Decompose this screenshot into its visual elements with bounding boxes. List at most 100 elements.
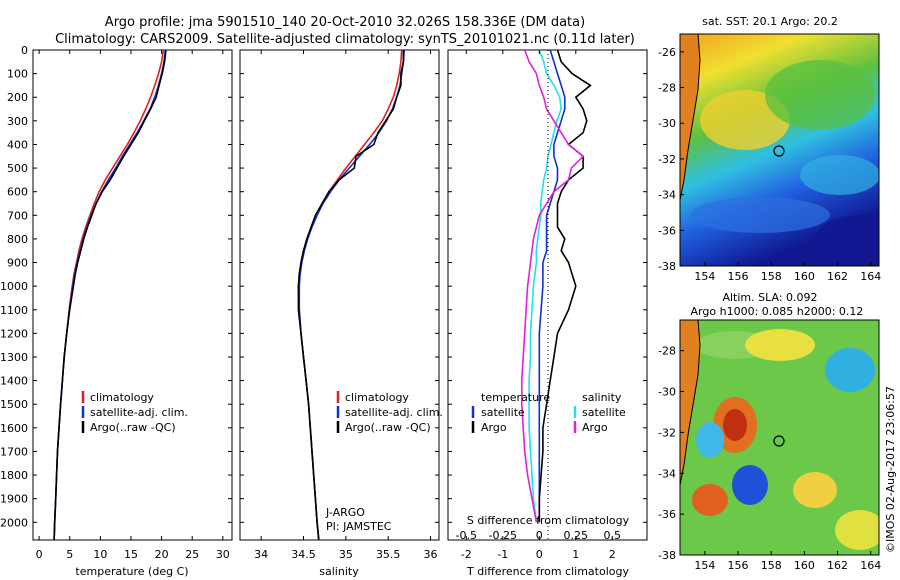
sla-map [680,320,879,555]
sla-high-south [692,484,728,516]
sla-high-core-inner [723,409,747,441]
difference-line-s-argo [520,49,585,523]
sst-map-lon-label: 164 [860,270,881,283]
sla-map-axes: 154 156 158 160 162 164 -28 -30 -32 -34 -36 -38 [658,345,881,572]
sst-map-lon-label: 160 [794,270,815,283]
depth-tick-label: 700 [7,209,28,222]
sla-map-lon-label: 154 [694,559,715,572]
sla-map-lon-label: 164 [860,559,881,572]
sst-map-lon-label: 158 [761,270,782,283]
sla-map-frame [679,319,880,556]
sst-map-lat-label: -30 [658,117,676,130]
data-centre-label: J-ARGO [325,506,365,519]
salinity-series [297,49,406,541]
sst-argo-position [773,145,785,157]
legend-label-t-satellite: satellite [481,406,525,419]
sla-high-east [793,472,837,508]
depth-tick-label: 1100 [0,304,28,317]
sla-warm-north [745,329,815,361]
sla-map-lat-label: -28 [658,345,676,358]
sla-low-west [696,422,724,458]
depth-tick-label: 1900 [0,493,28,506]
temperature-x-tick-label: 20 [155,548,169,561]
legend-label-t-argo: Argo [481,421,507,434]
sla-map-lon-label: 160 [794,559,815,572]
credit-label: ©IMOS 02-Aug-2017 23:06:57 [884,386,897,553]
depth-tick-label: 900 [7,257,28,270]
legend-label-climatology: climatology [345,391,409,404]
s-difference-xlabel: S difference from climatology [467,514,630,527]
temperature-series [53,49,167,541]
t-difference-x-tick-label: 1 [572,548,579,561]
sst-map-title: sat. SST: 20.1 Argo: 20.2 [702,15,838,28]
s-difference-x-tick-label: -0.5 [456,529,477,542]
depth-tick-label: 1400 [0,375,28,388]
sla-map-lat-label: -30 [658,386,676,399]
legend-header-temperature: temperature [481,391,550,404]
title-line-1: Argo profile: jma 5901510_140 20-Oct-201… [105,15,585,30]
temperature-line-argo [53,49,167,541]
salinity-x-tick-label: 35 [339,548,353,561]
salinity-line-satellite [298,49,406,541]
sla-coastline [680,320,701,486]
salinity-line-climatology [297,49,403,541]
sla-map-lat-label: -34 [658,467,676,480]
legend-label-argo: Argo(..raw -QC) [345,421,431,434]
depth-tick-label: 0 [21,44,28,57]
s-difference-x-tick-label: 0.25 [564,529,589,542]
sst-map-lat-label: -36 [658,224,676,237]
depth-tick-label: 1000 [0,280,28,293]
legend-label-argo: Argo(..raw -QC) [90,421,176,434]
sst-map-lat-label: -38 [658,260,676,273]
t-difference-x-tick-label: -1 [497,548,508,561]
sst-cool-eddy [800,155,879,195]
salinity-x-tick-label: 34.5 [291,548,316,561]
sla-map-lon-label: 162 [827,559,848,572]
t-difference-x-tick-label: 2 [609,548,616,561]
legend-label-s-argo: Argo [582,421,608,434]
temperature-x-tick-label: 25 [185,548,199,561]
s-difference-x-tick-label: -0.25 [489,529,517,542]
temperature-x-tick-label: 5 [66,548,73,561]
temperature-x-tick-label: 0 [36,548,43,561]
depth-tick-label: 600 [7,186,28,199]
s-difference-x-tick-label: 0 [536,529,543,542]
depth-tick-label: 1500 [0,398,28,411]
sla-low-center [732,465,768,505]
title-line-2: Climatology: CARS2009. Satellite-adjuste… [55,32,635,47]
difference-series [520,49,592,523]
salinity-x-tick-label: 35.5 [376,548,401,561]
depth-tick-label: 800 [7,233,28,246]
sst-map-frame [679,33,880,267]
sst-coastline [680,34,701,201]
sst-map-lon-label: 156 [728,270,749,283]
temperature-x-tick-label: 10 [93,548,107,561]
temperature-line-satellite [53,49,167,541]
difference-legend: temperature salinity satellite Argo sate… [471,391,626,434]
depth-tick-label: 1700 [0,445,28,458]
depth-tick-label: 1800 [0,469,28,482]
sla-map-title: Altim. SLA: 0.092 [722,291,817,304]
sst-blue-band [690,197,830,233]
salinity-x-tick-label: 34 [254,548,268,561]
depth-tick-label: 2000 [0,516,28,529]
sst-deep-blue [815,215,879,265]
temperature-xlabel: temperature (deg C) [75,565,188,578]
t-difference-x-tick-label: 0 [536,548,543,561]
depth-tick-label: 400 [7,138,28,151]
depth-tick-label: 200 [7,91,28,104]
salinity-line-argo [297,50,405,541]
pi-label: PI: JAMSTEC [326,520,392,533]
temperature-x-tick-label: 30 [216,548,230,561]
sst-map-axes: 154 156 158 160 162 164 -26 -28 -30 -32 -34 -36 -38 [658,46,881,283]
sla-map-lat-label: -38 [658,549,676,562]
temperature-legend: climatology satellite-adj. clim. Argo(..… [81,391,188,434]
salinity-plot-frame [239,49,440,541]
sst-map [680,34,879,266]
sla-argo-position [773,435,785,447]
sst-green-tongue [765,60,875,130]
x-axes: 0 5 10 15 20 25 30 34 34.5 35 35.5 36 -2 -1 0 1 2 -0.5 -0.… [36,50,621,561]
depth-tick-label: 100 [7,68,28,81]
salinity-legend: climatology satellite-adj. clim. Argo(..… [325,391,443,533]
sst-map-lat-label: -32 [658,153,676,166]
